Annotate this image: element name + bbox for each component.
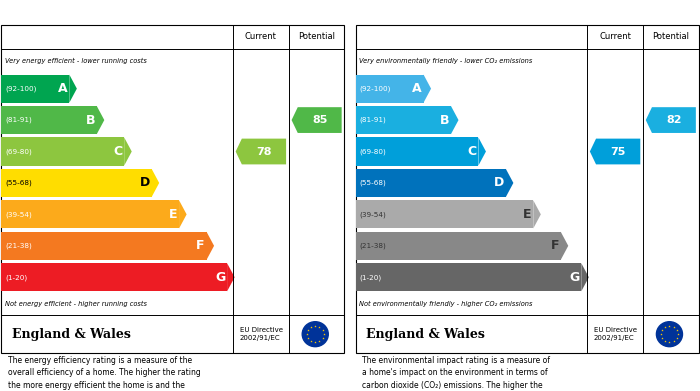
Text: (69-80): (69-80) (6, 148, 32, 155)
Text: (21-38): (21-38) (360, 242, 386, 249)
Text: A: A (412, 82, 422, 95)
Text: D: D (494, 176, 504, 190)
Bar (356, 200, 533, 228)
Text: England & Wales: England & Wales (366, 328, 485, 341)
Polygon shape (506, 169, 513, 197)
Text: Current: Current (599, 32, 631, 41)
Text: (92-100): (92-100) (6, 85, 37, 92)
Text: C: C (113, 145, 122, 158)
Polygon shape (451, 106, 458, 134)
Text: Very environmentally friendly - lower CO₂ emissions: Very environmentally friendly - lower CO… (359, 58, 533, 64)
Text: C: C (468, 145, 477, 158)
Polygon shape (424, 75, 431, 103)
Bar (356, 263, 581, 291)
Text: 75: 75 (610, 147, 626, 156)
Text: F: F (550, 239, 559, 252)
Polygon shape (97, 106, 104, 134)
Polygon shape (590, 139, 641, 164)
Text: Very energy efficient - lower running costs: Very energy efficient - lower running co… (5, 58, 147, 64)
Text: (92-100): (92-100) (360, 85, 391, 92)
Text: (55-68): (55-68) (6, 180, 32, 186)
Bar (1, 106, 97, 134)
Polygon shape (646, 107, 696, 133)
Polygon shape (206, 232, 214, 260)
Bar (356, 232, 561, 260)
Text: Not energy efficient - higher running costs: Not energy efficient - higher running co… (5, 301, 147, 307)
Text: England & Wales: England & Wales (12, 328, 131, 341)
Text: D: D (140, 176, 150, 190)
Polygon shape (561, 232, 568, 260)
Circle shape (657, 322, 682, 347)
Text: G: G (215, 271, 225, 284)
Text: The environmental impact rating is a measure of
a home's impact on the environme: The environmental impact rating is a mea… (363, 356, 551, 391)
Text: A: A (58, 82, 68, 95)
Text: B: B (85, 113, 95, 127)
Text: B: B (440, 113, 449, 127)
Text: G: G (569, 271, 580, 284)
Polygon shape (478, 137, 486, 165)
Text: F: F (196, 239, 205, 252)
Text: Potential: Potential (652, 32, 690, 41)
Bar (1, 169, 152, 197)
Bar (1, 200, 179, 228)
Text: 78: 78 (256, 147, 272, 156)
Text: (69-80): (69-80) (360, 148, 386, 155)
Text: (1-20): (1-20) (6, 274, 27, 280)
Polygon shape (292, 107, 342, 133)
Polygon shape (179, 200, 187, 228)
Text: Energy Efficiency Rating: Energy Efficiency Rating (8, 7, 171, 20)
Text: Environmental Impact (CO₂) Rating: Environmental Impact (CO₂) Rating (363, 7, 595, 20)
Bar (1, 137, 124, 165)
Text: EU Directive
2002/91/EC: EU Directive 2002/91/EC (240, 327, 283, 341)
Bar (356, 106, 451, 134)
Text: (21-38): (21-38) (6, 242, 32, 249)
Polygon shape (533, 200, 541, 228)
Text: EU Directive
2002/91/EC: EU Directive 2002/91/EC (594, 327, 637, 341)
Text: (1-20): (1-20) (360, 274, 382, 280)
Text: E: E (169, 208, 177, 221)
Text: (55-68): (55-68) (360, 180, 386, 186)
Bar (1, 263, 227, 291)
Text: Potential: Potential (298, 32, 335, 41)
Text: E: E (523, 208, 531, 221)
Text: (39-54): (39-54) (6, 211, 32, 218)
Text: The energy efficiency rating is a measure of the
overall efficiency of a home. T: The energy efficiency rating is a measur… (8, 356, 201, 391)
Bar (1, 75, 69, 103)
Text: (81-91): (81-91) (6, 117, 32, 123)
Polygon shape (581, 263, 589, 291)
Text: Not environmentally friendly - higher CO₂ emissions: Not environmentally friendly - higher CO… (359, 301, 533, 307)
Polygon shape (236, 139, 286, 164)
Bar (356, 75, 424, 103)
Bar (356, 169, 506, 197)
Text: 85: 85 (312, 115, 328, 125)
Text: (39-54): (39-54) (360, 211, 386, 218)
Text: Current: Current (245, 32, 276, 41)
Circle shape (302, 322, 328, 347)
Text: 82: 82 (666, 115, 682, 125)
Polygon shape (227, 263, 235, 291)
Polygon shape (124, 137, 132, 165)
Bar (1, 232, 206, 260)
Text: (81-91): (81-91) (360, 117, 386, 123)
Polygon shape (152, 169, 159, 197)
Polygon shape (69, 75, 77, 103)
Bar (356, 137, 478, 165)
